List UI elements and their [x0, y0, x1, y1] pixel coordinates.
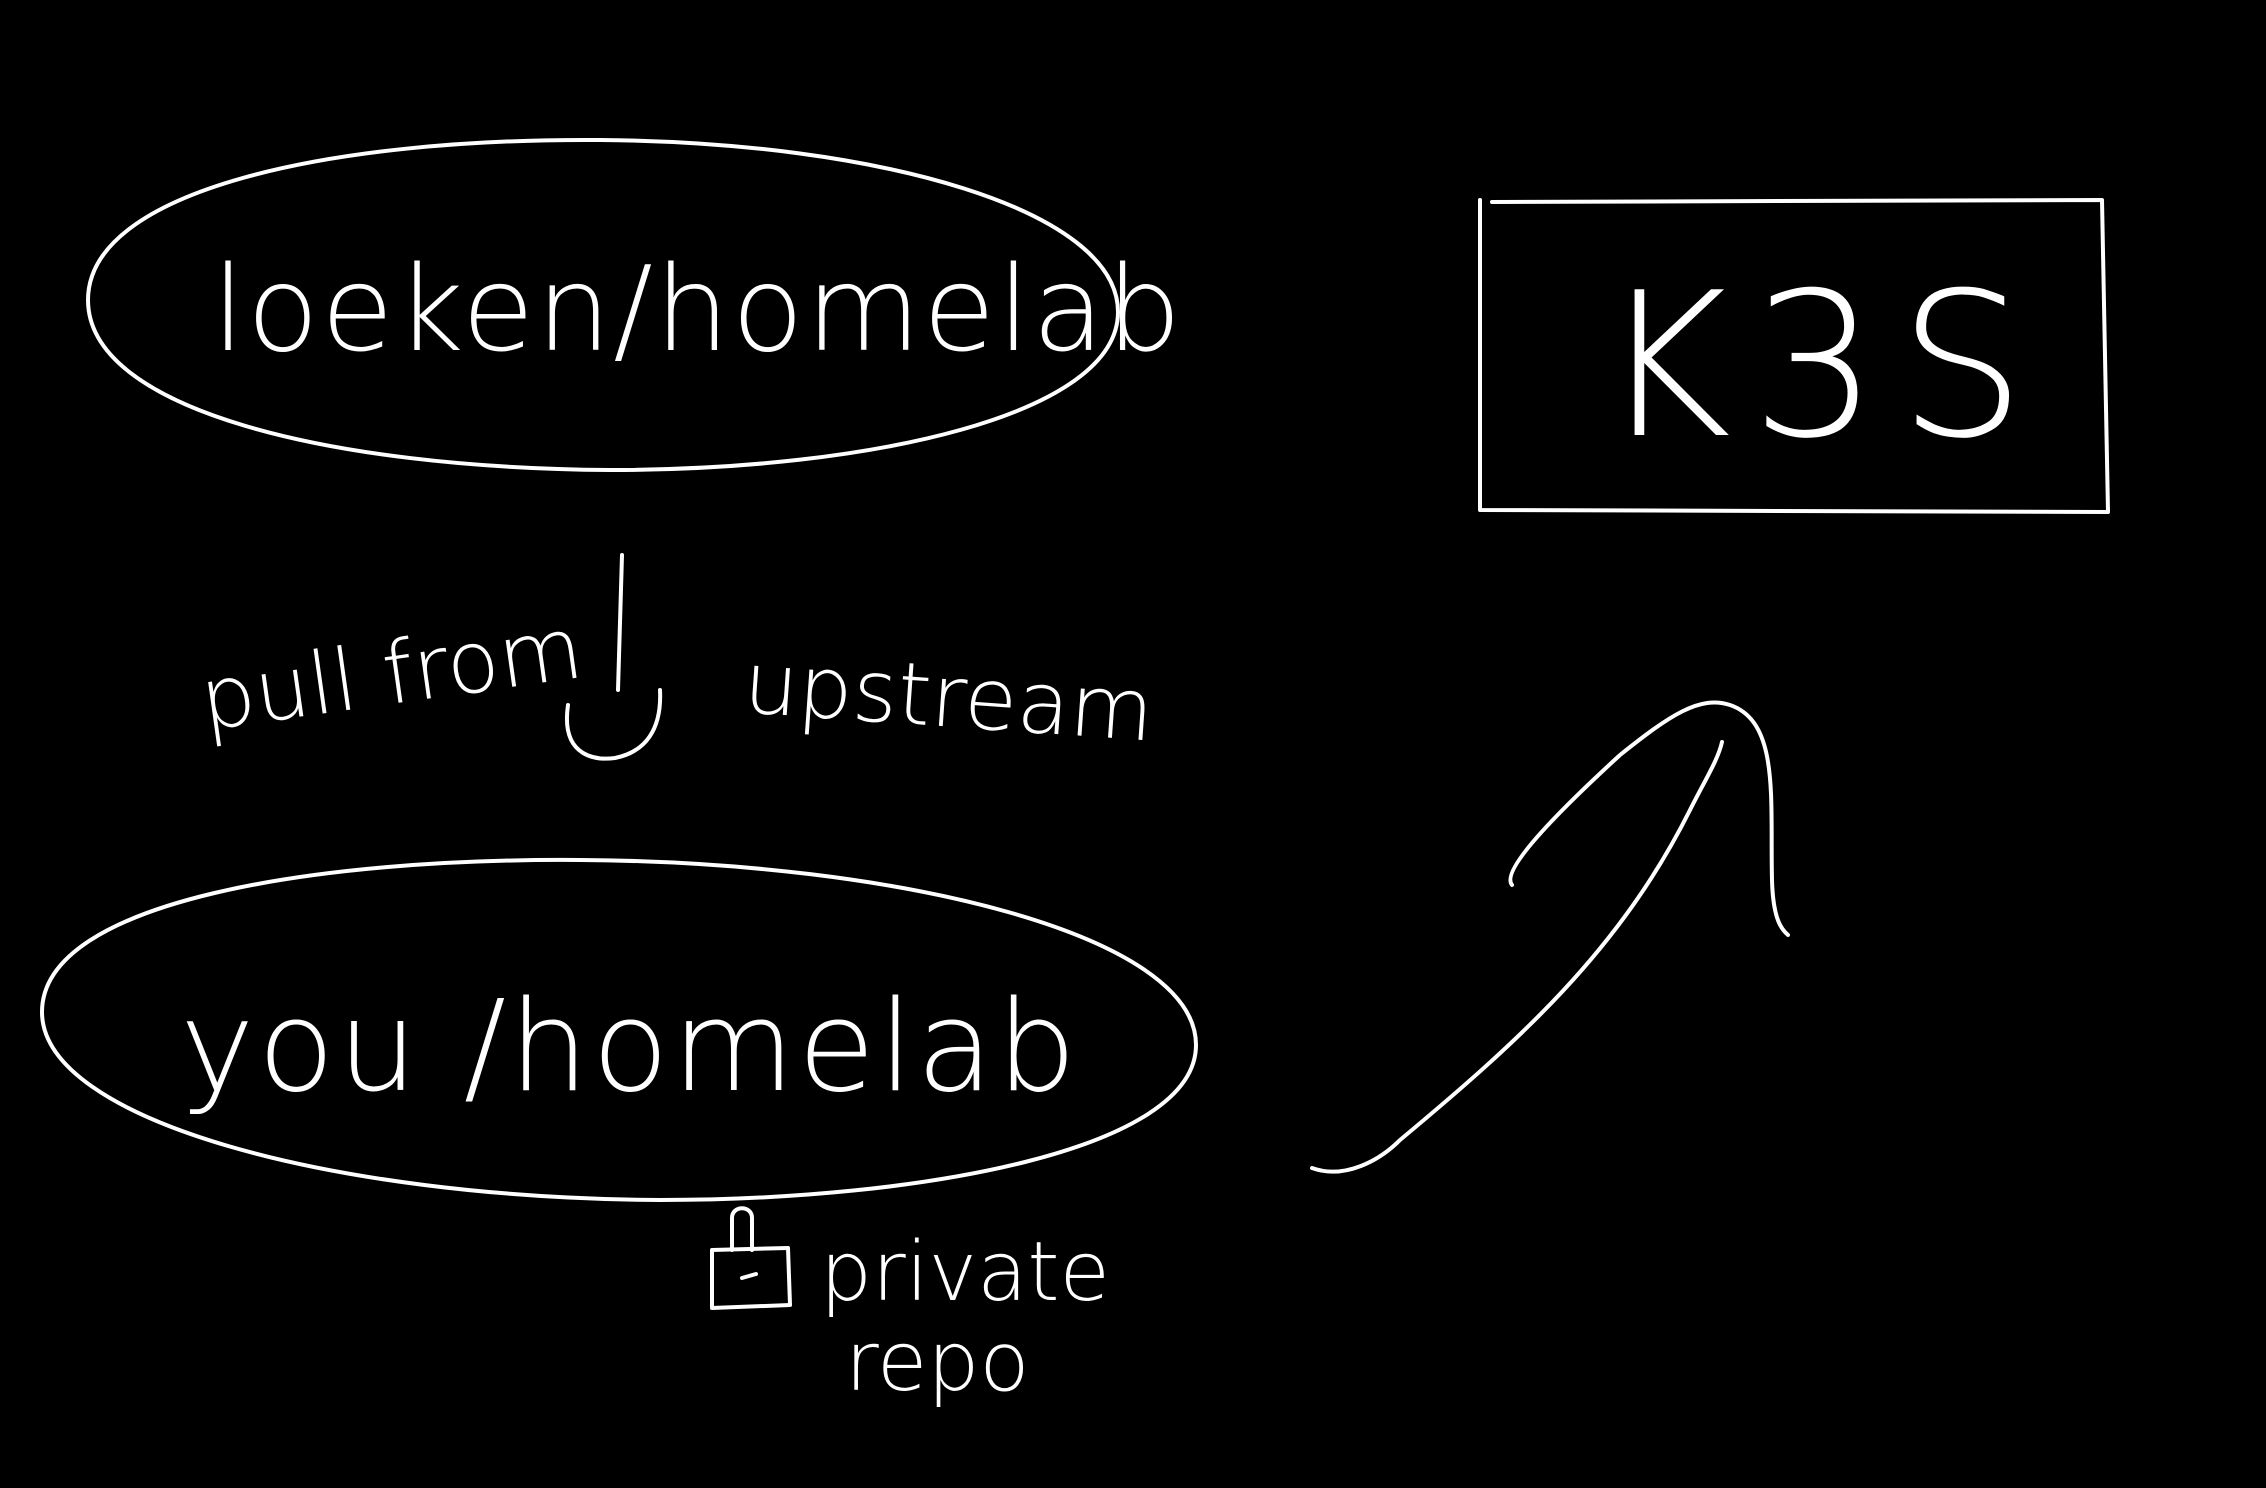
lock-icon	[710, 1206, 792, 1310]
pull-from-label: pull from	[194, 598, 589, 751]
upstream-repo-ellipse	[86, 137, 1120, 472]
private-annotation: private repo	[710, 1206, 1110, 1410]
fork-repo-label: you /homelab	[180, 973, 1079, 1120]
k3s-node: K3S	[1478, 198, 2110, 514]
repo-label: repo	[845, 1315, 1030, 1410]
upstream-repo-node: loeken/homelab	[86, 137, 1183, 472]
fork-repo-ellipse	[40, 857, 1198, 1202]
fork-repo-node: you /homelab	[40, 857, 1198, 1202]
pull-relation: pull from upstream	[194, 553, 1157, 762]
k3s-label: K3S	[1600, 250, 2045, 483]
private-label: private	[820, 1225, 1110, 1320]
deploy-arrow	[1310, 700, 1790, 1174]
deploy-arrow-shaft	[1310, 740, 1724, 1174]
deploy-arrowhead	[1508, 700, 1790, 937]
upstream-label: upstream	[741, 633, 1157, 761]
down-arrow	[564, 553, 663, 761]
upstream-repo-label: loeken/homelab	[212, 240, 1183, 378]
k3s-box	[1478, 198, 2110, 514]
